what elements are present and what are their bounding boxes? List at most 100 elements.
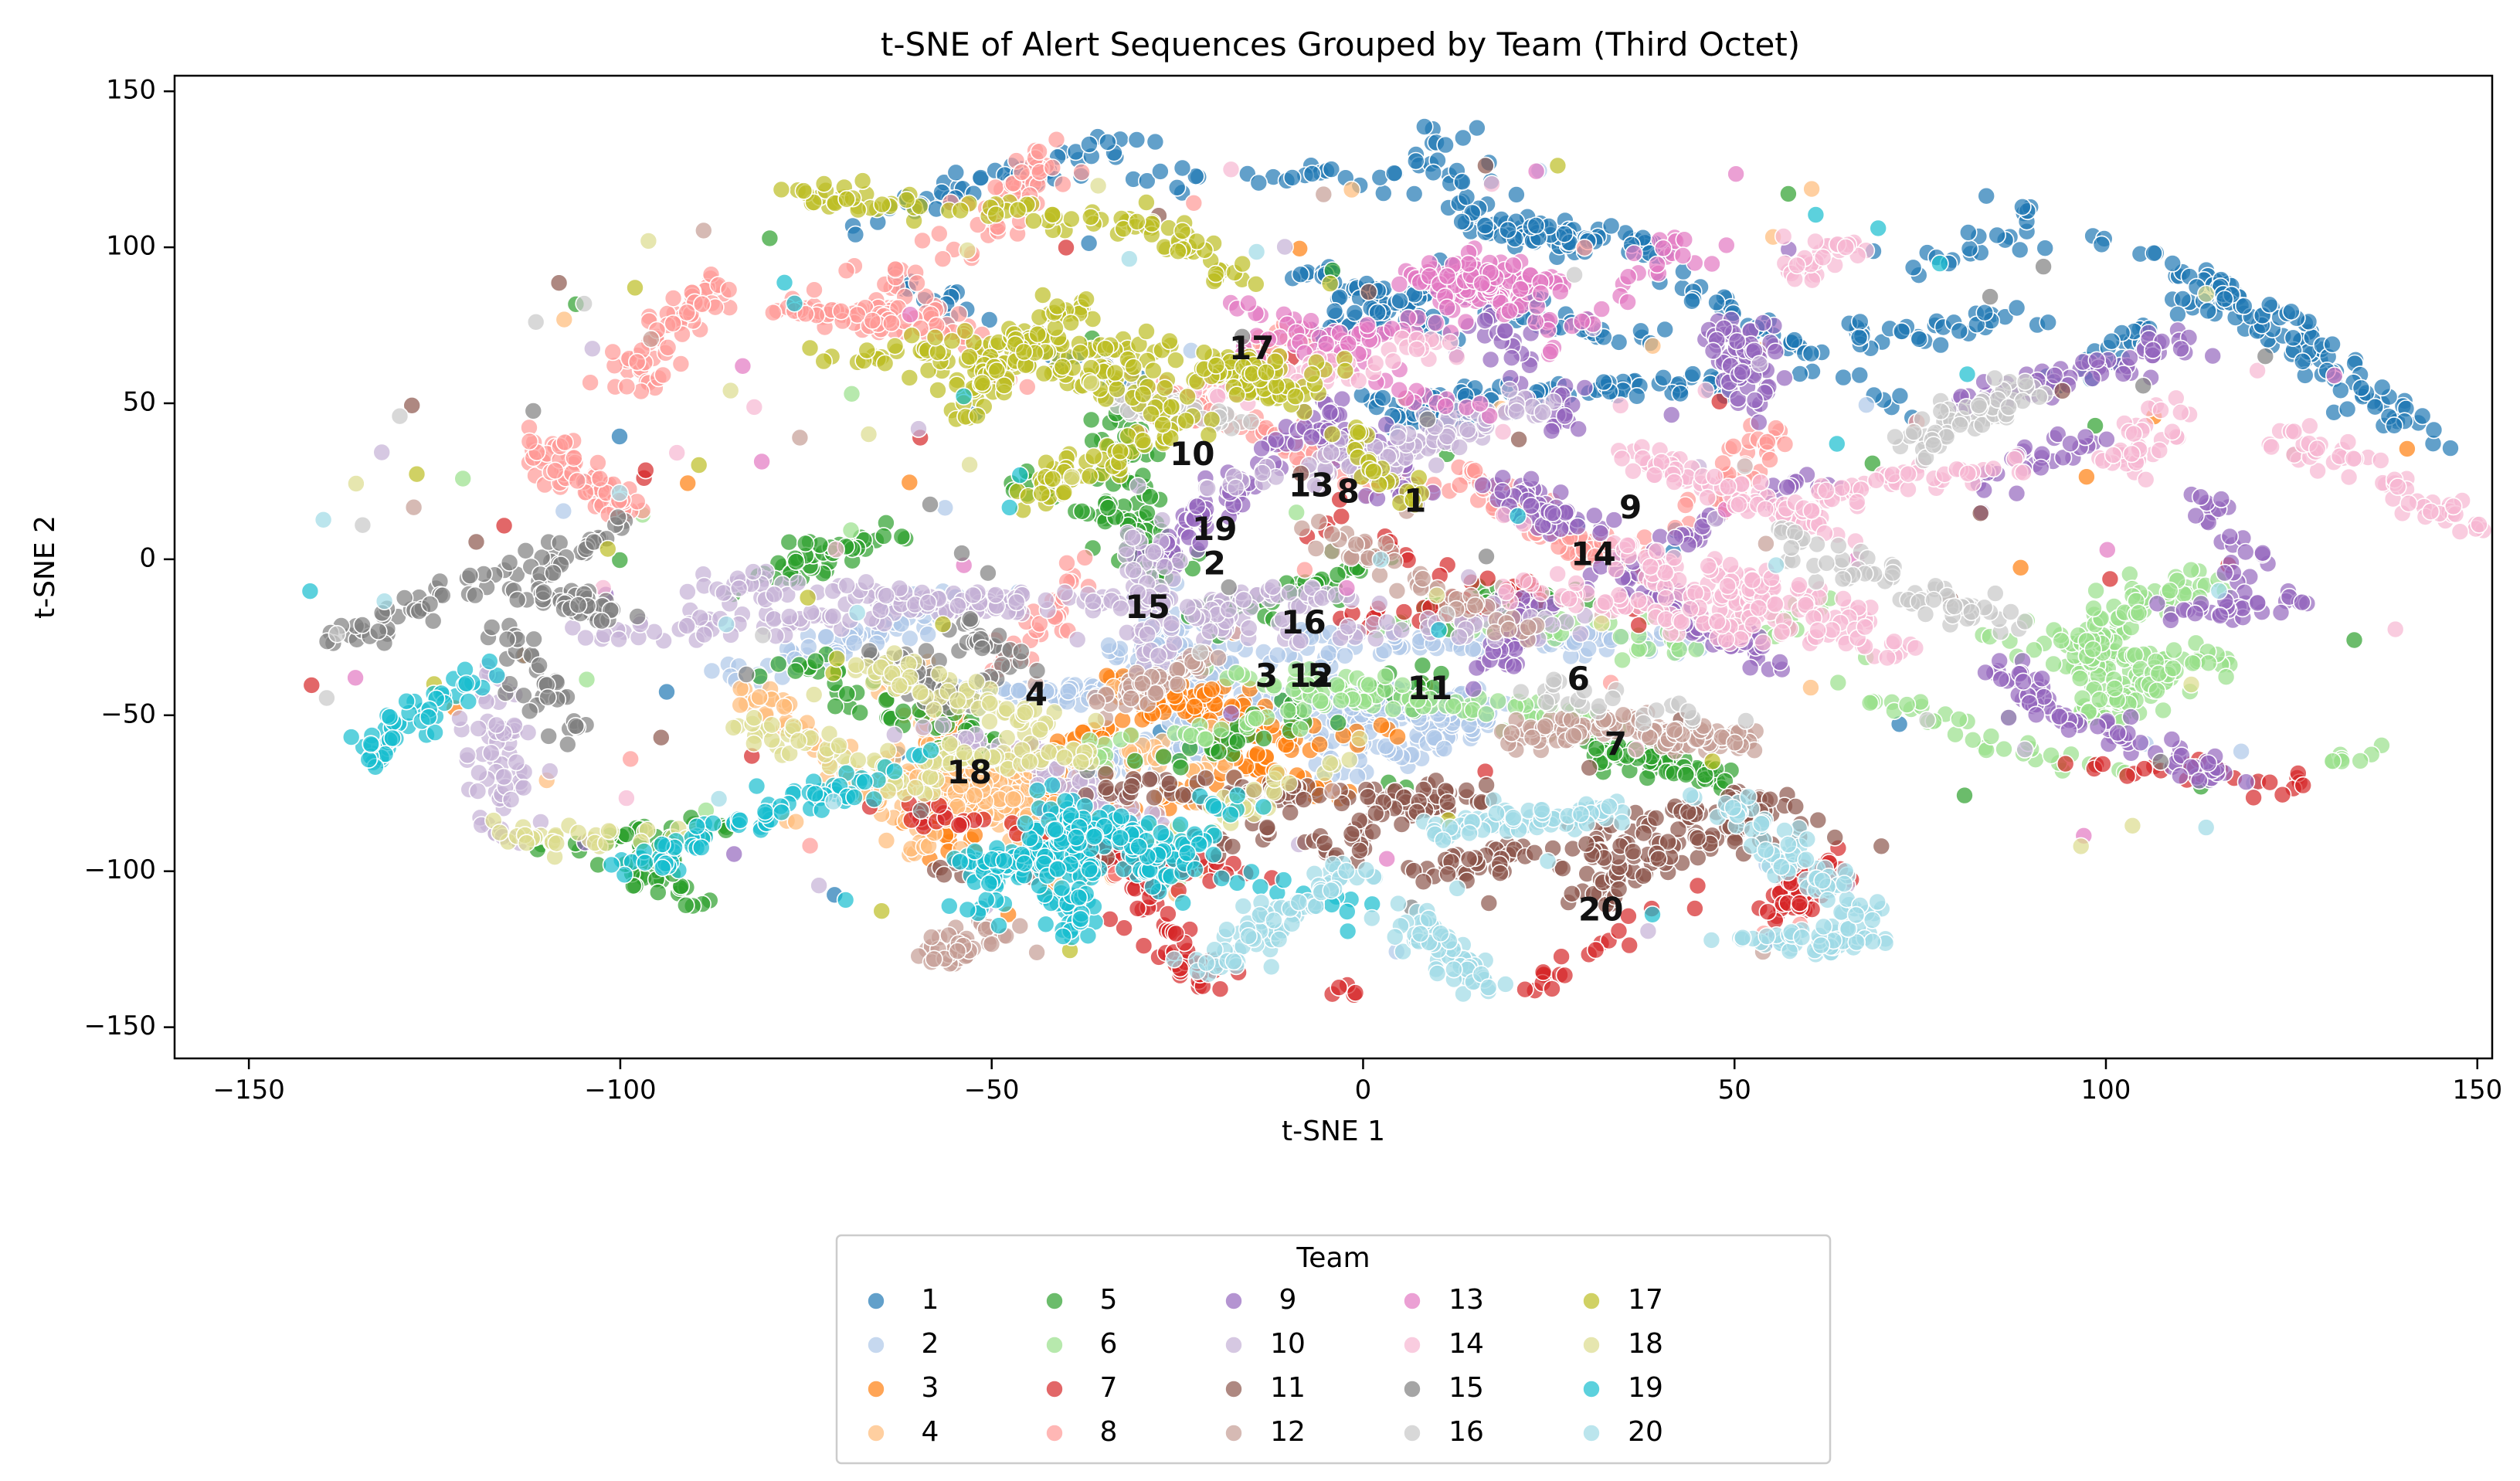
data-point-team-7 [1478,569,1497,588]
data-point-team-4 [750,688,769,707]
data-point-team-6 [1612,627,1630,647]
data-point-team-10 [576,628,595,647]
data-point-team-8 [832,301,851,321]
data-point-team-1 [2413,406,2432,426]
data-point-team-10 [1427,456,1445,475]
data-point-team-5 [1154,747,1173,766]
data-point-team-5 [779,532,799,552]
data-point-team-7 [1686,899,1704,918]
data-point-team-6 [2087,581,2105,600]
data-point-team-8 [664,289,683,307]
data-point-team-4 [1643,336,1662,355]
data-point-team-7 [1543,980,1561,998]
data-point-team-8 [863,311,882,330]
data-point-team-6 [842,384,861,403]
data-point-team-5 [648,883,667,902]
data-point-team-8 [913,231,932,250]
data-point-team-6 [1311,691,1330,711]
data-point-team-1 [1249,173,1268,192]
data-point-team-2 [1857,396,1876,415]
data-point-team-9 [2114,365,2133,383]
data-point-team-8 [671,355,691,373]
data-point-team-3 [678,474,698,493]
data-point-team-6 [1964,730,1982,749]
data-point-team-1 [1391,291,1409,311]
data-point-team-1 [1476,216,1495,235]
data-point-team-3 [2398,440,2416,458]
data-point-team-9 [1575,379,1595,397]
data-point-team-1 [1707,293,1726,312]
data-point-team-10 [1458,420,1477,440]
data-point-team-1 [2293,352,2312,371]
data-point-team-6 [1376,667,1394,686]
data-point-team-9 [1703,341,1723,361]
data-point-team-8 [654,365,673,385]
data-point-team-9 [2033,669,2051,688]
data-point-team-1 [1851,312,1870,331]
data-point-team-8 [1184,193,1204,212]
data-point-team-8 [1043,158,1062,177]
data-point-team-7 [1394,603,1414,621]
data-point-team-1 [1384,164,1404,182]
data-point-team-9 [2211,606,2230,625]
data-point-team-8 [800,836,820,855]
data-point-team-9 [1771,653,1789,671]
data-point-team-3 [1388,727,1407,746]
data-point-team-9 [2293,593,2311,612]
data-point-team-3 [1372,715,1391,735]
data-point-team-6 [2148,681,2166,700]
data-point-team-1 [980,311,999,329]
data-point-team-6 [1291,719,1309,739]
data-point-team-1 [1609,333,1628,352]
data-point-team-7 [1758,902,1778,921]
data-point-team-9 [2061,434,2080,453]
data-point-team-9 [1741,658,1760,678]
data-point-team-6 [1287,503,1306,522]
data-point-team-7 [1167,924,1185,943]
data-point-team-1 [2338,399,2357,419]
data-point-team-9 [2032,458,2050,477]
data-point-team-9 [2026,705,2046,725]
data-point-team-4 [555,310,574,329]
data-point-team-9 [1666,528,1685,548]
data-point-team-9 [1504,657,1523,676]
data-point-team-10 [1124,561,1143,579]
data-point-team-1 [1850,365,1870,385]
data-point-team-1 [971,168,990,187]
data-point-team-9 [1302,428,1321,447]
data-point-team-1 [1404,185,1424,203]
data-point-team-7 [1586,940,1605,960]
data-point-team-1 [1950,321,1969,341]
data-point-team-8 [837,261,856,280]
data-point-team-9 [2248,593,2267,613]
data-point-team-1 [2424,420,2444,440]
data-point-team-3 [2011,558,2030,577]
data-point-team-7 [2273,785,2292,804]
data-points [301,117,2493,1004]
data-point-team-9 [1733,362,1751,382]
data-point-team-10 [1178,597,1197,617]
data-point-team-9 [1555,406,1574,426]
data-point-team-5 [1955,786,1974,805]
data-point-team-1 [1080,135,1099,154]
data-point-team-6 [1384,700,1403,718]
data-point-team-1 [1975,303,1994,322]
data-point-team-10 [1450,627,1469,647]
data-point-team-7 [494,516,514,535]
data-point-team-8 [1072,163,1091,182]
data-point-team-6 [1332,691,1350,710]
data-point-team-8 [658,338,678,357]
data-point-team-9 [1775,369,1794,388]
data-point-team-1 [1988,226,2006,245]
data-point-team-9 [2014,672,2033,691]
data-point-team-9 [1476,311,1494,330]
data-point-team-10 [1118,623,1136,642]
data-point-team-8 [1075,549,1094,567]
data-point-team-1 [1453,172,1472,192]
data-point-team-10 [1144,542,1163,562]
data-point-team-10 [501,790,521,809]
data-point-team-1 [2385,416,2403,435]
data-point-team-6 [453,469,473,488]
data-point-team-7 [2094,755,2112,773]
data-point-team-5 [837,684,857,704]
